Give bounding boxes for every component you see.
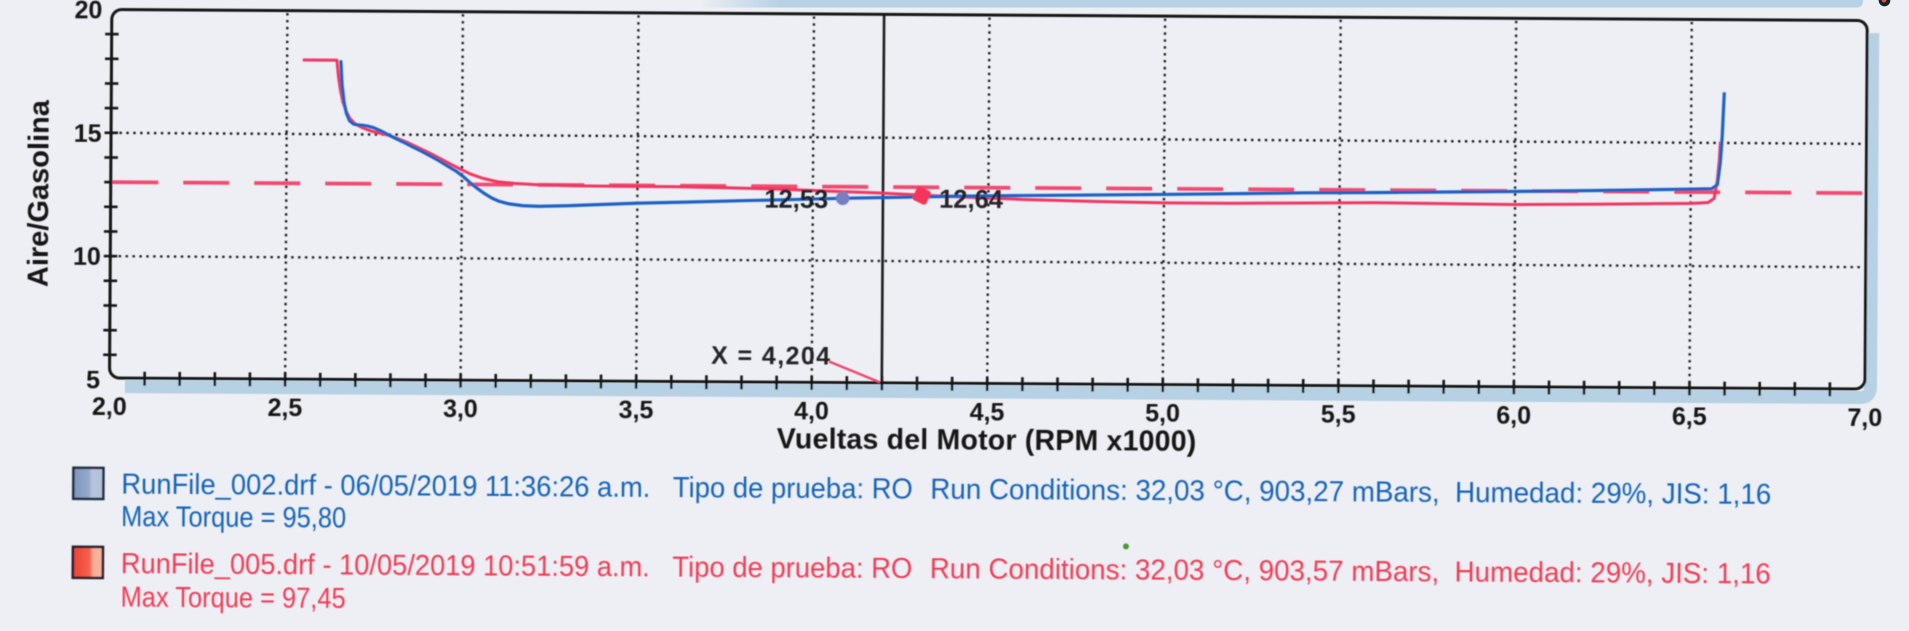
- svg-text:12,53: 12,53: [764, 186, 828, 214]
- svg-text:5,0: 5,0: [1145, 400, 1180, 428]
- svg-text:Tipo de prueba: RO: Tipo de prueba: RO: [673, 472, 913, 506]
- svg-text:Run Conditions: 32,03 °C, 903,: Run Conditions: 32,03 °C, 903,57 mBars, …: [930, 553, 1771, 590]
- svg-text:Aire/Gasolina: Aire/Gasolina: [23, 99, 56, 287]
- svg-text:2,5: 2,5: [267, 394, 302, 422]
- svg-text:3,5: 3,5: [619, 396, 654, 424]
- svg-text:3,0: 3,0: [443, 395, 478, 423]
- svg-text:Vueltas del Motor (RPM x1000): Vueltas del Motor (RPM x1000): [777, 423, 1197, 458]
- svg-text:10: 10: [73, 243, 101, 271]
- svg-text:15: 15: [74, 120, 102, 148]
- svg-text:Tipo de prueba: RO: Tipo de prueba: RO: [672, 552, 912, 586]
- svg-text:12,64: 12,64: [939, 186, 1004, 214]
- svg-text:4,5: 4,5: [970, 398, 1005, 426]
- svg-text:X = 4,204: X = 4,204: [711, 342, 832, 371]
- svg-text:Max Torque = 95,80: Max Torque = 95,80: [121, 501, 346, 534]
- svg-text:20: 20: [74, 0, 102, 24]
- svg-text:RunFile_002.drf - 06/05/2019 1: RunFile_002.drf - 06/05/2019 11:36:26 a.…: [121, 469, 650, 504]
- svg-text:Max Torque = 97,45: Max Torque = 97,45: [121, 582, 346, 615]
- svg-text:2,0: 2,0: [92, 393, 127, 421]
- svg-text:5,5: 5,5: [1321, 401, 1356, 429]
- svg-text:7,0: 7,0: [1847, 404, 1882, 432]
- svg-text:6,5: 6,5: [1672, 403, 1707, 431]
- svg-text:Run Conditions: 32,03 °C, 903,: Run Conditions: 32,03 °C, 903,27 mBars, …: [930, 474, 1771, 511]
- svg-text:6,0: 6,0: [1496, 402, 1531, 430]
- svg-text:5: 5: [86, 366, 100, 394]
- svg-text:RunFile_005.drf - 10/05/2019 1: RunFile_005.drf - 10/05/2019 10:51:59 a.…: [121, 548, 650, 583]
- svg-text:4,0: 4,0: [794, 397, 829, 425]
